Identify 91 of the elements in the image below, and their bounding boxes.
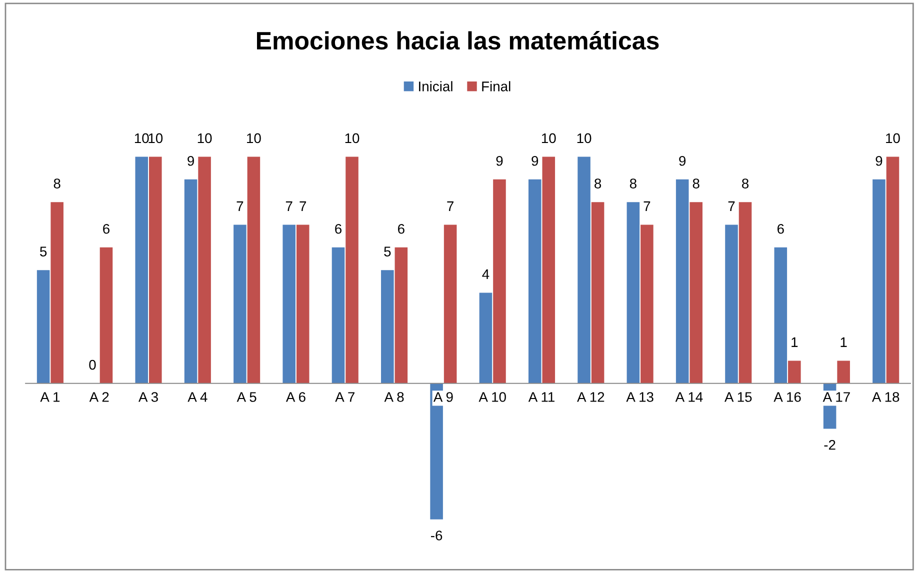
- data-label: 7: [644, 201, 650, 211]
- data-label: 9: [188, 156, 194, 166]
- bar: [542, 156, 556, 384]
- x-tick-label: A 2: [89, 392, 109, 402]
- bar: [578, 156, 590, 384]
- data-label: 8: [54, 178, 60, 188]
- data-label: 9: [679, 156, 686, 166]
- data-label: 10: [134, 133, 149, 144]
- data-label: 6: [335, 224, 342, 234]
- bar: [738, 202, 752, 384]
- bar: [296, 224, 310, 384]
- data-label: 9: [496, 156, 503, 166]
- data-label: 8: [692, 178, 700, 188]
- data-label: 8: [630, 178, 636, 188]
- data-label: 7: [728, 201, 735, 211]
- x-tick-label: A 9: [433, 392, 453, 402]
- x-tick-label: A 6: [286, 392, 306, 402]
- data-label: 5: [384, 246, 391, 256]
- bar: [774, 247, 788, 384]
- data-label: 7: [300, 201, 306, 211]
- x-tick-label: A 17: [822, 392, 850, 402]
- x-tick-label: A 5: [236, 392, 256, 402]
- legend-label: Inicial: [419, 81, 452, 92]
- bar: [346, 156, 358, 384]
- x-tick-label: A 11: [528, 392, 554, 402]
- data-label: 10: [886, 133, 900, 144]
- data-label: 1: [792, 337, 798, 347]
- x-tick-label: A 16: [774, 392, 801, 402]
- bar: [640, 224, 654, 384]
- bar: [36, 270, 50, 384]
- data-label: 6: [103, 224, 110, 234]
- bar: [676, 179, 689, 384]
- x-tick-label: A 7: [335, 392, 354, 402]
- x-tick-label: A 4: [188, 392, 208, 402]
- bar: [247, 156, 260, 384]
- bar: [690, 202, 702, 384]
- bar: [725, 224, 738, 384]
- data-label: 10: [148, 133, 163, 144]
- bar: [872, 179, 886, 384]
- bar: [100, 247, 113, 384]
- data-label: 10: [198, 133, 212, 144]
- bar: [234, 224, 246, 384]
- bar: [430, 383, 443, 520]
- bar: [394, 247, 408, 384]
- bar: [493, 179, 506, 384]
- bar: [184, 179, 198, 384]
- x-tick-label: A 8: [384, 392, 404, 402]
- bar: [135, 156, 148, 384]
- bar: [479, 292, 492, 384]
- bar: [528, 179, 542, 384]
- data-label: 10: [542, 133, 556, 144]
- bar: [50, 202, 64, 384]
- bar: [381, 270, 394, 384]
- x-tick-label: A 1: [40, 392, 60, 402]
- legend-label: Final: [482, 81, 510, 92]
- bar: [444, 224, 457, 384]
- bar: [149, 156, 162, 384]
- data-label: 7: [286, 201, 292, 211]
- bar: [788, 360, 801, 384]
- data-label: 5: [40, 246, 47, 256]
- data-label: 4: [482, 269, 490, 279]
- bar: [591, 202, 604, 384]
- data-label: -2: [824, 440, 836, 450]
- data-label: 8: [742, 178, 749, 188]
- x-tick-label: A 18: [872, 392, 900, 402]
- data-label: 7: [236, 201, 244, 211]
- x-tick-label: A 15: [724, 392, 752, 402]
- x-tick-label: A 3: [138, 392, 158, 402]
- x-tick-label: A 13: [626, 392, 654, 402]
- data-label: 8: [594, 178, 602, 188]
- data-label: 10: [577, 133, 592, 144]
- data-label: 6: [398, 224, 404, 234]
- bar: [282, 224, 296, 384]
- bar: [886, 156, 900, 384]
- data-label: 10: [247, 133, 261, 144]
- data-label: 6: [777, 224, 784, 234]
- data-label: 9: [532, 156, 538, 166]
- data-label: 9: [876, 156, 882, 166]
- data-label: -6: [431, 530, 442, 540]
- bar: [626, 202, 640, 384]
- bar: [198, 156, 211, 384]
- data-label: 1: [840, 337, 847, 347]
- x-tick-label: A 14: [675, 392, 703, 402]
- bar: [837, 360, 850, 384]
- data-label: 7: [447, 201, 454, 211]
- x-tick-label: A 10: [478, 392, 506, 402]
- chart-title: Emociones hacia las matemáticas: [257, 31, 659, 50]
- data-label: 10: [345, 133, 360, 144]
- data-label: 0: [89, 360, 96, 370]
- bar: [332, 247, 345, 384]
- x-tick-label: A 12: [577, 392, 604, 402]
